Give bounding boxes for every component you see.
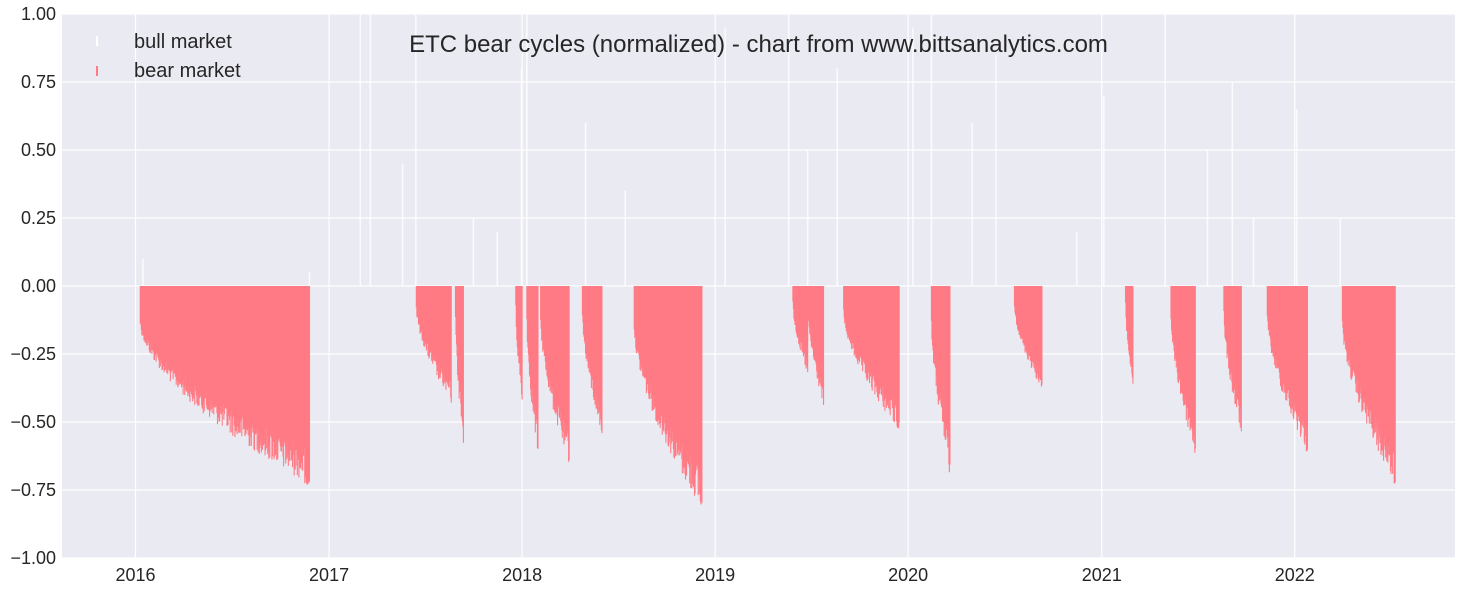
y-tick-label: 1.00: [21, 4, 56, 24]
bull-market-series: [142, 14, 1341, 286]
bear-market-series: [139, 286, 1396, 505]
bear-market-cycle: [1124, 286, 1134, 384]
y-tick-label: 0.75: [21, 72, 56, 92]
y-tick-label: −0.25: [10, 344, 56, 364]
grid-lines: [62, 13, 1455, 559]
bear-market-cycle: [139, 286, 311, 485]
legend: bull market bear market: [96, 31, 241, 82]
x-tick-label: 2019: [695, 565, 735, 585]
bear-market-cycle: [807, 286, 825, 405]
x-axis-ticks: 2016 2017 2018 2019 2020 2021 2022: [115, 565, 1314, 585]
y-axis-ticks: 1.00 0.75 0.50 0.25 0.00 −0.25 −0.50 −0.75 −1.00: [10, 4, 56, 568]
bear-market-cycle: [1170, 286, 1196, 453]
y-tick-label: −0.75: [10, 480, 56, 500]
y-tick-label: 0.50: [21, 140, 56, 160]
x-tick-label: 2016: [115, 565, 155, 585]
bear-market-cycle: [843, 286, 900, 429]
bear-market-cycle: [1223, 286, 1242, 432]
bear-market-cycle: [1013, 286, 1043, 387]
legend-bull-label: bull market: [134, 31, 232, 53]
bear-market-cycle: [515, 286, 523, 400]
bear-market-cycle: [581, 286, 603, 434]
legend-bear-label: bear market: [134, 60, 241, 82]
x-tick-label: 2020: [888, 565, 928, 585]
x-tick-label: 2022: [1275, 565, 1315, 585]
y-tick-label: 0.00: [21, 276, 56, 296]
bear-market-cycle: [1341, 286, 1396, 484]
bear-market-cycle: [792, 286, 809, 373]
y-tick-label: −1.00: [10, 548, 56, 568]
bear-market-cycle: [526, 286, 539, 449]
bear-market-cycle: [930, 286, 951, 473]
x-tick-label: 2018: [502, 565, 542, 585]
bear-market-cycle: [633, 286, 703, 505]
x-tick-label: 2021: [1082, 565, 1122, 585]
bear-market-cycle: [1266, 286, 1308, 452]
chart-title: ETC bear cycles (normalized) - chart fro…: [409, 31, 1108, 58]
bear-market-cycle: [415, 286, 452, 403]
bear-market-cycle: [540, 286, 570, 462]
y-tick-label: −0.50: [10, 412, 56, 432]
x-tick-label: 2017: [309, 565, 349, 585]
bear-market-cycle: [454, 286, 464, 443]
y-tick-label: 0.25: [21, 208, 56, 228]
